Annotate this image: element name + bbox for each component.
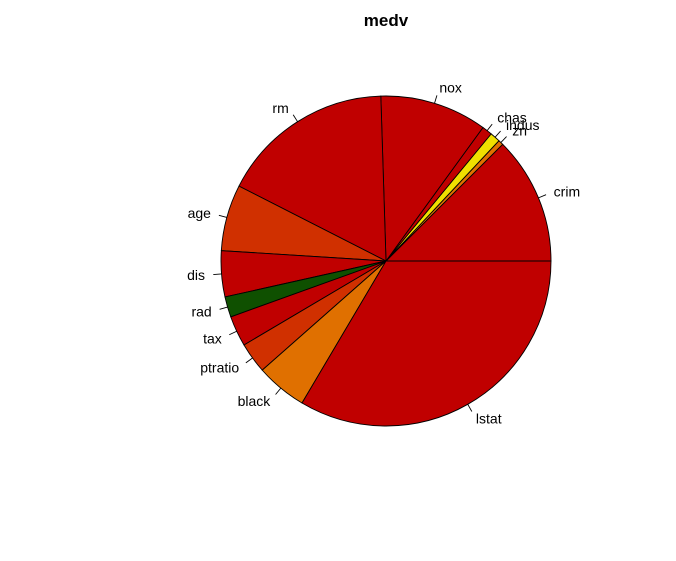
pie-slice-crim: [384, 143, 552, 262]
pie-tick-tax: [229, 330, 237, 336]
pie-tick-ptratio: [245, 357, 253, 364]
pie-tick-indus: [494, 130, 501, 138]
pie-label-dis: dis: [187, 267, 205, 283]
pie-slice-lstat: [301, 260, 552, 427]
chart-title: medv: [364, 11, 409, 30]
pie-tick-black: [275, 387, 282, 395]
pie-label-lstat: lstat: [476, 411, 502, 427]
pie-tick-rm: [292, 114, 298, 122]
pie-label-chas: chas: [497, 110, 527, 126]
pie-tick-rad: [219, 306, 228, 310]
pie-label-rad: rad: [191, 304, 211, 320]
pie-label-nox: nox: [439, 80, 462, 96]
pie-label-ptratio: ptratio: [200, 360, 239, 376]
pie-tick-crim: [538, 194, 547, 199]
pie-tick-dis: [213, 273, 222, 276]
pie-tick-zn: [500, 136, 507, 143]
pie-tick-lstat: [467, 404, 473, 412]
pie-label-crim: crim: [554, 184, 580, 200]
pie-label-black: black: [238, 393, 272, 409]
pie-label-rm: rm: [272, 100, 288, 116]
pie-tick-age: [218, 214, 227, 218]
pie-slices: [220, 95, 552, 427]
pie-label-tax: tax: [203, 330, 222, 346]
pie-tick-nox: [434, 95, 438, 104]
pie-label-age: age: [188, 205, 212, 221]
pie-label-zn: zn: [512, 123, 527, 139]
pie-label-indus: indus: [506, 117, 539, 133]
pie-slice-nox: [380, 95, 484, 263]
pie-slice-rm: [238, 95, 387, 262]
pie-tick-chas: [486, 123, 493, 131]
